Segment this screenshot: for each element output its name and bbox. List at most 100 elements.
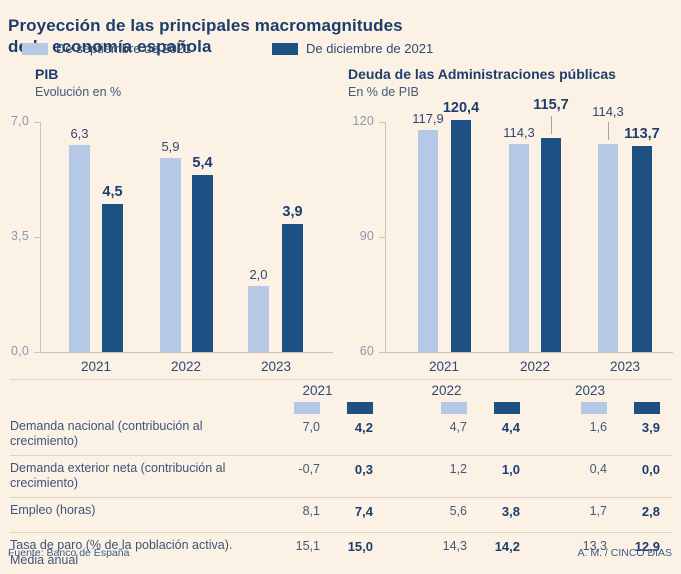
bar-value-label: 114,3 (503, 124, 535, 140)
value-diciembre: 0,3 (354, 462, 373, 477)
value-septiembre: 15,1 (295, 539, 320, 553)
page-title-line1: Proyección de las principales macromagni… (8, 16, 403, 36)
legend-item-diciembre: De diciembre de 2021 (272, 41, 433, 56)
label-leader-line (551, 116, 552, 135)
bar-value-label: 6,3 (70, 126, 89, 141)
value-diciembre: 4,4 (501, 420, 520, 435)
bar-diciembre (541, 138, 561, 352)
bar-diciembre (282, 223, 303, 352)
x-axis-category-label: 2021 (428, 359, 460, 374)
table-swatch-dark-icon (634, 402, 660, 414)
projection-table: 2021 2022 2023 Demanda nacional (contribuc… (10, 379, 672, 574)
value-diciembre: 1,0 (501, 462, 520, 477)
bar-septiembre (598, 143, 618, 352)
pib-bar-chart: 7,0 3,5 0,0 6,3 5,9 2,0 4,5 5,4 3,9 2021 2022 2023 (11, 114, 333, 374)
author-credit: A. M. / CINCO DÍAS (577, 547, 672, 559)
bar-septiembre (160, 158, 181, 352)
bar-value-label: 5,4 (192, 154, 213, 171)
infographic-canvas: Proyección de las principales macromagni… (0, 16, 681, 567)
y-axis-tick (379, 121, 385, 123)
bar-diciembre (451, 120, 471, 352)
bar-value-label: 113,7 (624, 126, 660, 143)
value-diciembre: 3,9 (641, 420, 660, 435)
table-swatch-light-icon (581, 402, 607, 414)
bar-septiembre (248, 286, 269, 352)
x-axis-category-label: 2022 (519, 359, 551, 374)
value-septiembre: 0,4 (589, 462, 607, 476)
table-swatch-dark-icon (494, 402, 520, 414)
legend-label: De diciembre de 2021 (306, 41, 434, 56)
value-septiembre: 14,3 (442, 539, 467, 553)
table-swatch-light-icon (294, 402, 320, 414)
table-row-label: Demanda exterior neta (contribu­ción al … (10, 461, 226, 490)
table-row: Demanda nacional (contribución al crecim… (10, 414, 672, 455)
x-axis-category-label: 2023 (260, 359, 292, 374)
debt-chart-header: Deuda de las Administraciones públicas E… (348, 66, 616, 100)
source-credit: Fuente: Banco de España (8, 547, 130, 559)
table-row: Demanda exterior neta (contribu­ción al … (10, 455, 672, 497)
debt-bar-chart: 120 90 60 117,9 114,3 114,3 120,4 115,7 113,7 202… (353, 97, 673, 374)
y-axis-tick-label: 90 (359, 229, 374, 243)
page-title-line2: de la economía española (8, 36, 212, 56)
label-leader-line (608, 121, 609, 140)
x-axis-category-label: 2021 (80, 359, 112, 374)
pib-chart-subtitle: Evolución en % (35, 84, 122, 99)
bar-value-label: 4,5 (102, 184, 123, 201)
bar-value-label: 3,9 (282, 203, 303, 220)
bar-septiembre (418, 130, 438, 352)
value-septiembre: 13,3 (582, 539, 607, 553)
bar-diciembre (102, 204, 123, 352)
value-diciembre: 14,2 (494, 539, 520, 554)
y-axis-tick (379, 236, 385, 238)
bar-septiembre (69, 145, 90, 352)
debt-chart-subtitle: En % de PIB (348, 84, 419, 99)
pib-chart-title: PIB (35, 66, 59, 82)
table-row-label: Demanda nacional (contribución al crecim… (10, 419, 203, 448)
table-header: 2021 2022 2023 (10, 380, 672, 414)
y-axis-tick-label: 7,0 (11, 114, 29, 128)
bar-value-label: 120,4 (442, 100, 480, 117)
legend: De septiembre de 2021 De diciembre de 20… (0, 41, 681, 56)
bar-diciembre (192, 174, 213, 352)
legend-swatch-dark-icon (272, 42, 298, 55)
x-axis-category-label: 2022 (170, 359, 202, 374)
table-swatch-dark-icon (347, 402, 373, 414)
value-diciembre: 7,4 (354, 504, 373, 519)
value-septiembre: 7,0 (302, 420, 320, 434)
bar-value-label: 2,0 (249, 267, 268, 283)
y-axis-tick (379, 351, 385, 353)
value-diciembre: 0,0 (641, 462, 660, 477)
table-swatch-light-icon (441, 402, 467, 414)
value-septiembre: 1,7 (589, 504, 607, 518)
y-axis-tick-label: 120 (352, 114, 374, 128)
table-year-header: 2022 (431, 383, 462, 398)
y-axis-tick (34, 121, 40, 123)
page-title: Proyección de las principales macromagni… (8, 16, 403, 57)
table-row-label: Empleo (horas) (10, 503, 96, 517)
value-diciembre: 3,8 (501, 504, 520, 519)
legend-swatch-light-icon (22, 42, 48, 55)
legend-label: De septiembre de 2021 (56, 41, 192, 56)
x-axis-category-label: 2023 (609, 359, 641, 374)
bar-value-label: 117,9 (412, 111, 444, 127)
value-septiembre: 4,7 (449, 420, 467, 434)
bar-value-label: 115,7 (533, 97, 569, 114)
bar-value-label: 5,9 (161, 139, 180, 155)
legend-item-septiembre: De septiembre de 2021 (22, 41, 191, 56)
debt-chart-title: Deuda de las Administraciones públicas (348, 66, 616, 82)
table-year-header: 2023 (574, 383, 606, 398)
bar-septiembre (509, 143, 529, 352)
y-axis-tick-label: 3,5 (11, 229, 29, 243)
bar-diciembre (632, 146, 652, 352)
table-row: Empleo (horas) 8,1 7,4 5,6 3,8 1,7 2,8 (10, 497, 672, 525)
bar-value-label: 114,3 (592, 103, 624, 119)
value-septiembre: 1,6 (589, 420, 607, 434)
value-septiembre: 1,2 (449, 462, 467, 476)
table-year-header: 2021 (302, 383, 333, 398)
pib-chart-header: PIB Evolución en % (35, 66, 121, 100)
value-diciembre: 15,0 (347, 539, 373, 554)
value-diciembre: 4,2 (354, 420, 373, 435)
y-axis-tick-label: 60 (359, 344, 374, 358)
y-axis-tick-label: 0,0 (11, 344, 29, 358)
value-septiembre: 5,6 (449, 504, 467, 518)
